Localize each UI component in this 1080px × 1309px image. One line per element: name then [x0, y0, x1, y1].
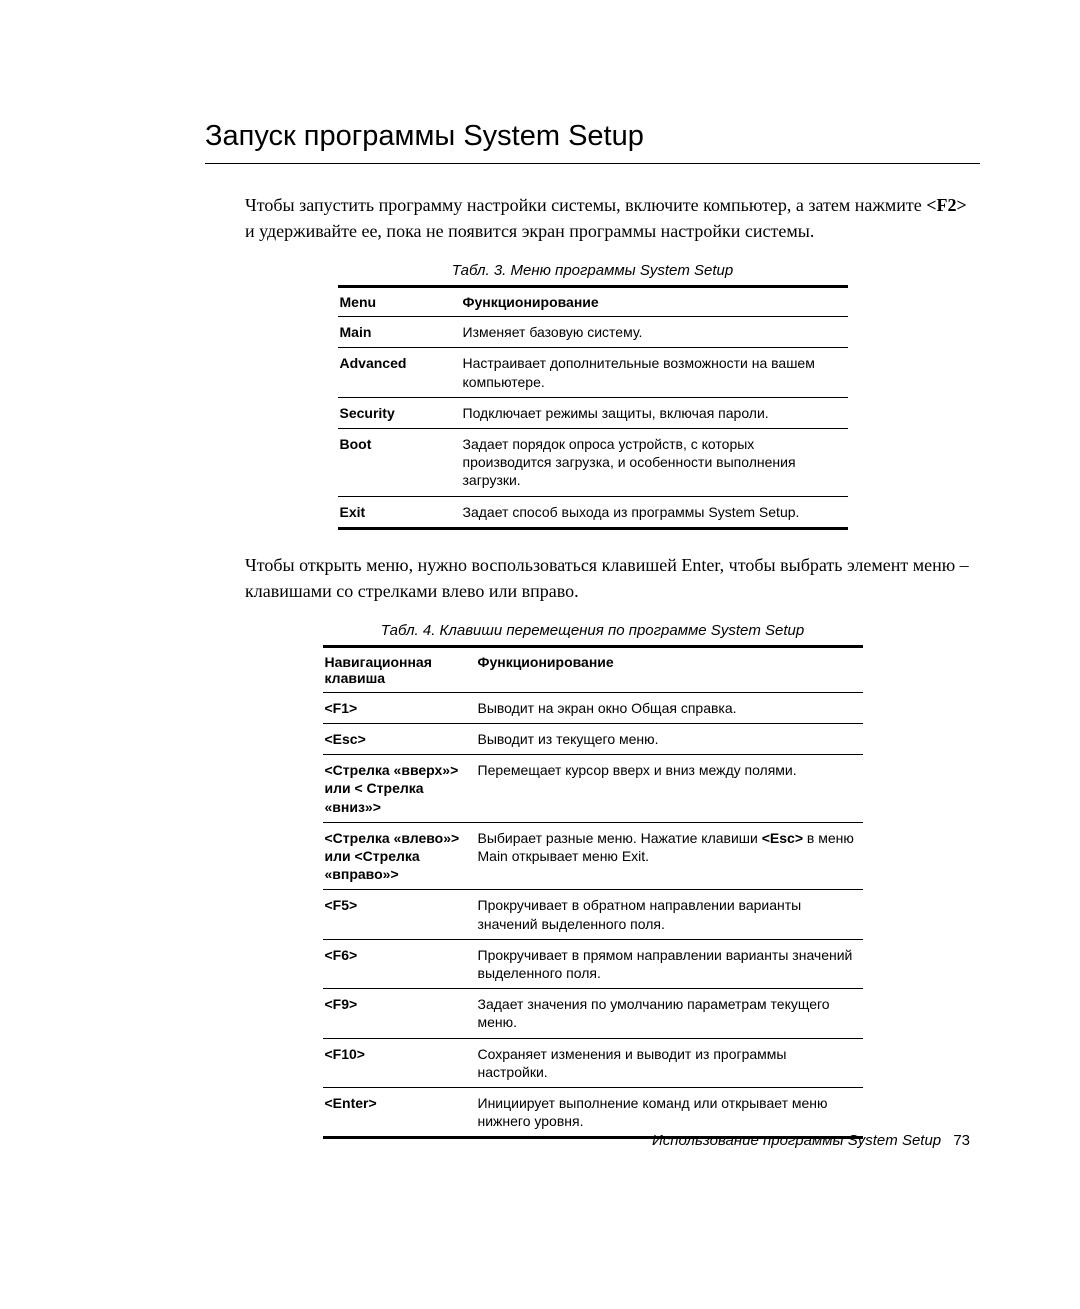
table4-r1-c1: Выводит из текущего меню. [476, 724, 863, 755]
table-row: Security Подключает режимы защиты, включ… [338, 397, 848, 428]
table4-r3-c0: <Стрелка «влево»> или <Стрелка «вправо»> [323, 822, 476, 890]
table-row: <F1> Выводит на экран окно Общая справка… [323, 692, 863, 723]
table3-r1-c0: Advanced [338, 348, 461, 397]
table4: Навигационная клавиша Функционирование <… [323, 645, 863, 1139]
table4-r0-c1: Выводит на экран окно Общая справка. [476, 692, 863, 723]
intro-paragraph: Чтобы запустить программу настройки сист… [205, 192, 980, 244]
table4-col-key: Навигационная клавиша [323, 646, 476, 692]
table-row: Advanced Настраивает дополнительные возм… [338, 348, 848, 397]
table4-col-function: Функционирование [476, 646, 863, 692]
table4-header-row: Навигационная клавиша Функционирование [323, 646, 863, 692]
table4-r8-c1: Инициирует выполнение команд или открыва… [476, 1087, 863, 1137]
table4-r8-c0: <Enter> [323, 1087, 476, 1137]
table4-r4-c1: Прокручивает в обратном направлении вари… [476, 890, 863, 939]
table4-r2-c0: <Стрелка «вверх»> или < Стрелка «вниз»> [323, 755, 476, 823]
table3-r4-c0: Exit [338, 496, 461, 528]
table3-col-menu: Menu [338, 287, 461, 317]
table3-r3-c0: Boot [338, 428, 461, 496]
table3-r3-c1: Задает порядок опроса устройств, с котор… [461, 428, 848, 496]
table-row: <Стрелка «вверх»> или < Стрелка «вниз»> … [323, 755, 863, 823]
table4-r1-c0: <Esc> [323, 724, 476, 755]
table4-r3-c1: Выбирает разные меню. Нажатие клавиши <E… [476, 822, 863, 890]
table-row: <Стрелка «влево»> или <Стрелка «вправо»>… [323, 822, 863, 890]
mid-paragraph: Чтобы открыть меню, нужно воспользоватьс… [205, 552, 980, 604]
table3-r2-c0: Security [338, 397, 461, 428]
table-row: <Esc> Выводит из текущего меню. [323, 724, 863, 755]
table-row: <F10> Сохраняет изменения и выводит из п… [323, 1038, 863, 1087]
table3-r2-c1: Подключает режимы защиты, включая пароли… [461, 397, 848, 428]
table4-r2-c1: Перемещает курсор вверх и вниз между пол… [476, 755, 863, 823]
table3-header-row: Menu Функционирование [338, 287, 848, 317]
table4-r4-c0: <F5> [323, 890, 476, 939]
table-row: <F9> Задает значения по умолчанию параме… [323, 989, 863, 1038]
table4-r5-c1: Прокручивает в прямом направлении вариан… [476, 939, 863, 988]
table3-r0-c0: Main [338, 317, 461, 348]
table-row: Boot Задает порядок опроса устройств, с … [338, 428, 848, 496]
table4-caption: Табл. 4. Клавиши перемещения по программ… [205, 622, 980, 639]
page-footer: Использование программы System Setup 73 [652, 1132, 970, 1149]
table-row: Exit Задает способ выхода из программы S… [338, 496, 848, 528]
table-row: <F5> Прокручивает в обратном направлении… [323, 890, 863, 939]
table4-r7-c1: Сохраняет изменения и выводит из програм… [476, 1038, 863, 1087]
table3-col-function: Функционирование [461, 287, 848, 317]
intro-part-1: Чтобы запустить программу настройки сист… [245, 195, 926, 215]
table3-r0-c1: Изменяет базовую систему. [461, 317, 848, 348]
intro-part-2: и удерживайте ее, пока не появится экран… [245, 221, 814, 241]
table4-r3-desc-esc: <Esc> [762, 830, 803, 846]
footer-page-number: 73 [953, 1132, 970, 1149]
table3-r4-c1: Задает способ выхода из программы System… [461, 496, 848, 528]
table4-r5-c0: <F6> [323, 939, 476, 988]
footer-text: Использование программы System Setup [652, 1132, 941, 1149]
table4-r3-desc-a: Выбирает разные меню. Нажатие клавиши [478, 830, 762, 846]
table4-r7-c0: <F10> [323, 1038, 476, 1087]
page-title: Запуск программы System Setup [205, 120, 980, 153]
table4-r6-c0: <F9> [323, 989, 476, 1038]
title-rule [205, 163, 980, 164]
table-row: Main Изменяет базовую систему. [338, 317, 848, 348]
table3-r1-c1: Настраивает дополнительные возможности н… [461, 348, 848, 397]
table3-caption: Табл. 3. Меню программы System Setup [205, 262, 980, 279]
intro-key-f2: <F2> [926, 195, 967, 215]
table4-r6-c1: Задает значения по умолчанию параметрам … [476, 989, 863, 1038]
table4-r0-c0: <F1> [323, 692, 476, 723]
table3: Menu Функционирование Main Изменяет базо… [338, 285, 848, 530]
table-row: <F6> Прокручивает в прямом направлении в… [323, 939, 863, 988]
table-row: <Enter> Инициирует выполнение команд или… [323, 1087, 863, 1137]
